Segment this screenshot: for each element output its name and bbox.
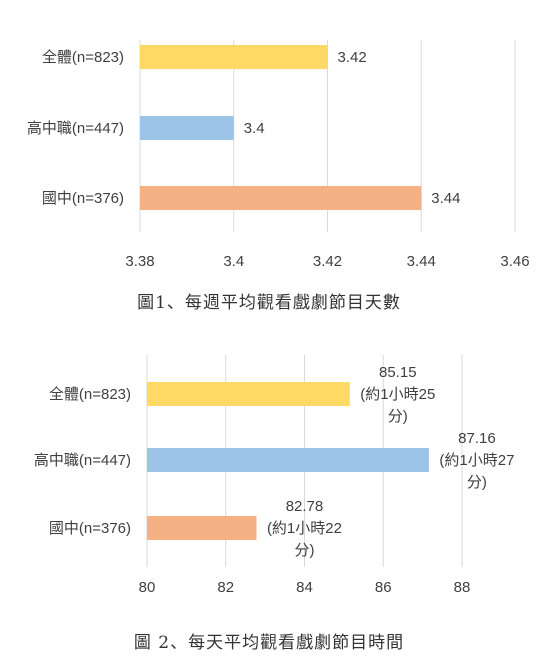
chart-1-data-label: 3.42	[338, 49, 367, 66]
chart-2-data-label: 87.16	[458, 430, 496, 447]
chart-1-bar	[140, 116, 234, 140]
chart-1-category-label: 高中職(n=447)	[27, 120, 124, 137]
chart-1-x-tick-label: 3.46	[500, 253, 529, 270]
chart-2-x-tick-label: 86	[375, 579, 392, 596]
chart-1-data-label: 3.4	[244, 120, 265, 137]
chart-1-x-tick-label: 3.4	[223, 253, 244, 270]
chart-2-category-label: 高中職(n=447)	[34, 452, 131, 469]
chart-2-caption: 圖 2、每天平均觀看戲劇節目時間	[134, 633, 404, 653]
chart-1-bar	[140, 186, 422, 210]
chart-2-x-tick-label: 80	[139, 579, 156, 596]
chart-1-x-tick-label: 3.42	[313, 253, 342, 270]
chart-1-data-label: 3.44	[431, 190, 460, 207]
chart-2-data-label: (約1小時25	[360, 386, 435, 403]
chart-2-data-label: 82.78	[286, 498, 324, 515]
chart-1-bar	[140, 45, 328, 69]
chart-1-weekly-days: 3.38 3.4 3.42 3.44 3.46 全體(n=823) 3.42 高中職(n=44…	[27, 40, 530, 270]
chart-2-bar	[147, 448, 429, 472]
chart-1-caption: 圖1、每週平均觀看戲劇節目天數	[137, 293, 401, 313]
chart-2-daily-time: 80 82 84 86 88 全體(n=823) 85.15 (約1小時25 分) 高中職(n=4…	[34, 355, 514, 596]
chart-2-category-label: 國中(n=376)	[49, 520, 131, 537]
chart-2-data-label: (約1小時27	[439, 452, 514, 469]
chart-2-x-tick-label: 84	[296, 579, 313, 596]
chart-2-data-label: 分)	[294, 542, 314, 559]
chart-1-category-label: 全體(n=823)	[42, 48, 124, 66]
chart-2-data-label: 分)	[467, 474, 487, 491]
chart-2-bar	[147, 516, 257, 540]
chart-2-x-tick-label: 82	[217, 579, 234, 596]
chart-2-x-tick-label: 88	[454, 579, 471, 596]
chart-2-bar	[147, 382, 350, 406]
chart-2-data-label: 分)	[388, 408, 408, 425]
chart-1-x-tick-label: 3.38	[125, 253, 154, 270]
chart-1-x-tick-label: 3.44	[407, 253, 436, 270]
chart-2-data-label: 85.15	[379, 364, 417, 381]
chart-1-category-label: 國中(n=376)	[42, 190, 124, 207]
chart-2-category-label: 全體(n=823)	[49, 385, 131, 403]
chart-2-data-label: (約1小時22	[267, 520, 342, 537]
